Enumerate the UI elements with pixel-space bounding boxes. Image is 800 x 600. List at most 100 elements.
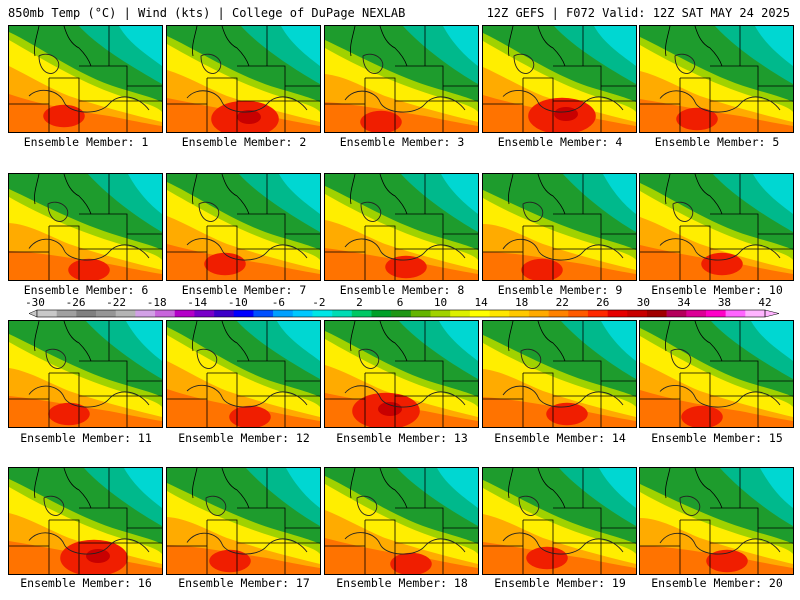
temperature-map [640, 321, 793, 427]
map-panel-member-18 [324, 467, 479, 575]
temperature-map [325, 174, 478, 280]
member-label: Ensemble Member: 17 [178, 576, 310, 590]
temperature-colorbar [28, 309, 780, 318]
colorbar-tick-label: -10 [227, 296, 248, 309]
map-panel-member-3 [324, 25, 479, 133]
temperature-map [640, 26, 793, 132]
map-panel-member-13 [324, 320, 479, 428]
colorbar-tick-label: 30 [636, 296, 650, 309]
colorbar-bin [666, 310, 687, 317]
colorbar-bin [253, 310, 274, 317]
map-panel-member-5 [639, 25, 794, 133]
colorbar-tick-label: -26 [65, 296, 86, 309]
map-panel-member-16 [8, 467, 163, 575]
colorbar-bin [489, 310, 510, 317]
member-label: Ensemble Member: 15 [651, 431, 783, 445]
colorbar-tick-label: -30 [25, 296, 45, 309]
colorbar-tick-label: 18 [515, 296, 529, 309]
map-panel-member-17 [166, 467, 321, 575]
colorbar-tick-label: -14 [187, 296, 208, 309]
map-panel-member-20 [639, 467, 794, 575]
member-label: Ensemble Member: 19 [494, 576, 626, 590]
temperature-map [9, 26, 162, 132]
map-panel-member-2 [166, 25, 321, 133]
colorbar-bin [469, 310, 490, 317]
colorbar-bin [450, 310, 471, 317]
colorbar-tick-label: 22 [555, 296, 569, 309]
member-label: Ensemble Member: 16 [20, 576, 152, 590]
colorbar-bin [509, 310, 530, 317]
colorbar-tick-label: 14 [474, 296, 488, 309]
map-panel-member-8 [324, 173, 479, 281]
colorbar-bin [155, 310, 176, 317]
temperature-map [483, 468, 636, 574]
colorbar-bin [587, 310, 608, 317]
colorbar-tick-label: 6 [396, 296, 404, 309]
colorbar-bin [646, 310, 667, 317]
temperature-map [167, 468, 320, 574]
map-panel-member-11 [8, 320, 163, 428]
member-label: Ensemble Member: 20 [651, 576, 783, 590]
member-label: Ensemble Member: 3 [339, 135, 465, 149]
temperature-map [9, 174, 162, 280]
colorbar-bin [96, 310, 117, 317]
temperature-map [640, 468, 793, 574]
colorbar-bin [56, 310, 77, 317]
colorbar-tick-label: 34 [677, 296, 691, 309]
colorbar-left-arrow [28, 309, 38, 318]
colorbar-bin [686, 310, 707, 317]
member-label: Ensemble Member: 12 [178, 431, 310, 445]
map-panel-member-19 [482, 467, 637, 575]
map-panel-member-1 [8, 25, 163, 133]
member-label: Ensemble Member: 9 [497, 283, 623, 297]
colorbar-bin [430, 310, 451, 317]
colorbar-bin [76, 310, 97, 317]
temperature-map [325, 468, 478, 574]
temperature-map [167, 174, 320, 280]
colorbar-bin [273, 310, 294, 317]
member-label: Ensemble Member: 14 [494, 431, 626, 445]
colorbar-bin [371, 310, 392, 317]
member-label: Ensemble Member: 6 [23, 283, 149, 297]
colorbar-tick-label: 26 [596, 296, 610, 309]
temperature-map [167, 321, 320, 427]
temperature-map [325, 26, 478, 132]
colorbar-bin [214, 310, 235, 317]
colorbar-bin [607, 310, 628, 317]
colorbar-tick-label: -6 [271, 296, 285, 309]
colorbar-bin [194, 310, 215, 317]
colorbar-bin [548, 310, 569, 317]
colorbar-bin [332, 310, 353, 317]
colorbar-bin [745, 310, 766, 317]
member-label: Ensemble Member: 1 [23, 135, 149, 149]
colorbar-bin [312, 310, 333, 317]
map-panel-member-14 [482, 320, 637, 428]
temperature-map [483, 26, 636, 132]
member-label: Ensemble Member: 18 [336, 576, 468, 590]
member-label: Ensemble Member: 13 [336, 431, 468, 445]
member-label: Ensemble Member: 10 [651, 283, 783, 297]
map-panel-member-10 [639, 173, 794, 281]
colorbar-tick-label: -2 [312, 296, 326, 309]
colorbar-right-arrow [764, 309, 780, 318]
header-run-info: 12Z GEFS | F072 Valid: 12Z SAT MAY 24 20… [486, 6, 790, 20]
map-panel-member-12 [166, 320, 321, 428]
temperature-map [9, 321, 162, 427]
member-label: Ensemble Member: 11 [20, 431, 152, 445]
colorbar-bin [725, 310, 746, 317]
header-title: 850mb Temp (°C) | Wind (kts) | College o… [8, 6, 406, 20]
colorbar-bin [568, 310, 589, 317]
map-panel-member-6 [8, 173, 163, 281]
colorbar-tick-label: -18 [146, 296, 167, 309]
colorbar-bin [528, 310, 549, 317]
colorbar-tick-label: 2 [356, 296, 363, 309]
colorbar-bin [705, 310, 726, 317]
colorbar-bin [292, 310, 313, 317]
map-panel-member-9 [482, 173, 637, 281]
member-label: Ensemble Member: 4 [497, 135, 623, 149]
colorbar-tick-label: 38 [717, 296, 732, 309]
member-label: Ensemble Member: 7 [181, 283, 307, 297]
colorbar-bin [627, 310, 648, 317]
temperature-map [9, 468, 162, 574]
colorbar-bin [135, 310, 156, 317]
